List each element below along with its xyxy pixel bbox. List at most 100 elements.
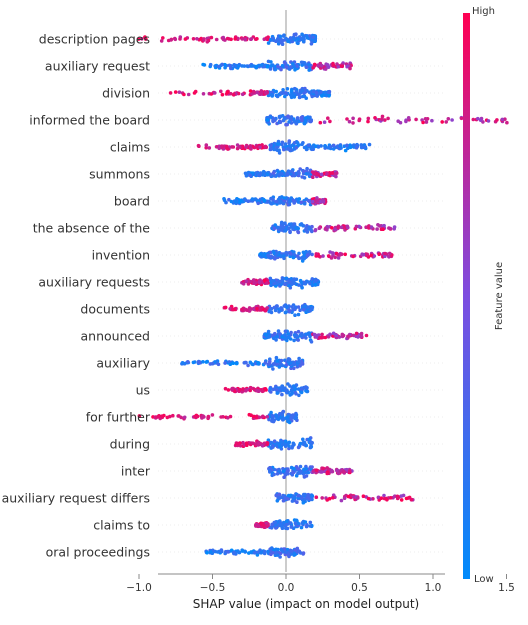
shap-point — [286, 169, 291, 173]
x-tick-label: 0.0 — [278, 582, 295, 594]
shap-point — [310, 440, 314, 445]
shap-point — [195, 37, 199, 41]
shap-point — [334, 333, 339, 338]
shap-point — [236, 64, 241, 68]
shap-point — [287, 446, 291, 451]
shap-point — [323, 227, 328, 231]
shap-point — [304, 332, 308, 337]
shap-point — [259, 90, 264, 95]
shap-point — [225, 36, 230, 41]
shap-point — [223, 38, 227, 42]
shap-point — [328, 119, 332, 124]
shap-point — [320, 496, 325, 500]
shap-point — [177, 90, 182, 94]
feature-label: invention — [92, 248, 150, 263]
shap-point — [440, 120, 445, 124]
shap-point — [173, 37, 178, 42]
shap-point — [430, 118, 434, 123]
shap-point — [299, 390, 304, 395]
shap-point — [347, 119, 352, 124]
shap-point — [303, 119, 308, 123]
shap-point — [272, 472, 276, 477]
shap-point — [290, 305, 294, 309]
shap-point — [297, 356, 301, 361]
shap-point — [299, 200, 304, 205]
shap-point — [265, 118, 270, 122]
shap-point — [280, 412, 284, 417]
shap-point — [266, 253, 270, 258]
shap-point — [249, 413, 253, 418]
shap-point — [263, 361, 268, 365]
shap-point — [280, 385, 285, 390]
shap-point — [360, 252, 365, 256]
shap-point — [313, 62, 317, 67]
shap-point — [201, 360, 205, 364]
feature-row-dots — [204, 546, 306, 559]
shap-point — [387, 251, 392, 256]
shap-point — [359, 334, 363, 339]
shap-point — [302, 176, 307, 180]
shap-point — [406, 116, 411, 120]
shap-point — [314, 252, 319, 256]
shap-point — [250, 197, 255, 201]
shap-point — [291, 62, 295, 66]
shap-point — [271, 387, 276, 392]
shap-point — [226, 147, 230, 151]
shap-point — [294, 392, 298, 396]
shap-point — [226, 416, 230, 420]
shap-point — [269, 64, 273, 68]
shap-point — [262, 198, 267, 203]
shap-point — [282, 520, 286, 525]
shap-point — [288, 309, 292, 313]
shap-point — [338, 144, 343, 148]
shap-point — [305, 230, 310, 234]
colorbar-low-label: Low — [474, 574, 494, 585]
shap-point — [339, 498, 344, 503]
shap-point — [275, 335, 280, 339]
shap-point — [323, 90, 328, 95]
shap-point — [269, 390, 273, 394]
shap-point — [254, 64, 259, 69]
shap-point — [359, 143, 364, 147]
shap-point — [281, 88, 285, 92]
shap-point — [404, 119, 408, 124]
shap-point — [287, 444, 291, 448]
shap-point — [297, 256, 302, 261]
shap-point — [273, 67, 278, 72]
shap-point — [140, 37, 144, 41]
shap-point — [273, 223, 278, 227]
shap-point — [446, 117, 451, 121]
shap-point — [354, 224, 359, 229]
shap-point — [284, 173, 288, 177]
shap-point — [197, 360, 201, 365]
shap-point — [277, 365, 282, 369]
shap-point — [296, 230, 301, 235]
shap-point — [256, 201, 261, 206]
shap-point — [304, 65, 309, 69]
shap-point — [342, 496, 347, 501]
shap-point — [265, 281, 269, 285]
shap-point — [266, 438, 271, 443]
shap-point — [503, 117, 507, 121]
shap-point — [282, 196, 287, 200]
shap-point — [421, 120, 425, 125]
shap-point — [334, 171, 339, 175]
shap-point — [312, 38, 317, 43]
shap-point — [291, 466, 296, 471]
shap-point — [293, 313, 297, 318]
shap-point — [300, 118, 304, 123]
shap-point — [326, 146, 331, 150]
shap-point — [281, 225, 286, 229]
x-axis-ticks: −1.0 −0.5 0.0 0.5 1.0 1.5 — [126, 574, 515, 594]
shap-point — [319, 90, 323, 94]
shap-point — [202, 37, 206, 41]
shap-point — [333, 255, 338, 260]
shap-point — [301, 440, 306, 445]
feature-label: oral proceedings — [46, 545, 150, 560]
shap-point — [377, 224, 382, 228]
shap-point — [331, 143, 336, 148]
shap-point — [223, 305, 228, 310]
shap-point — [295, 546, 300, 551]
colorbar — [463, 13, 470, 579]
